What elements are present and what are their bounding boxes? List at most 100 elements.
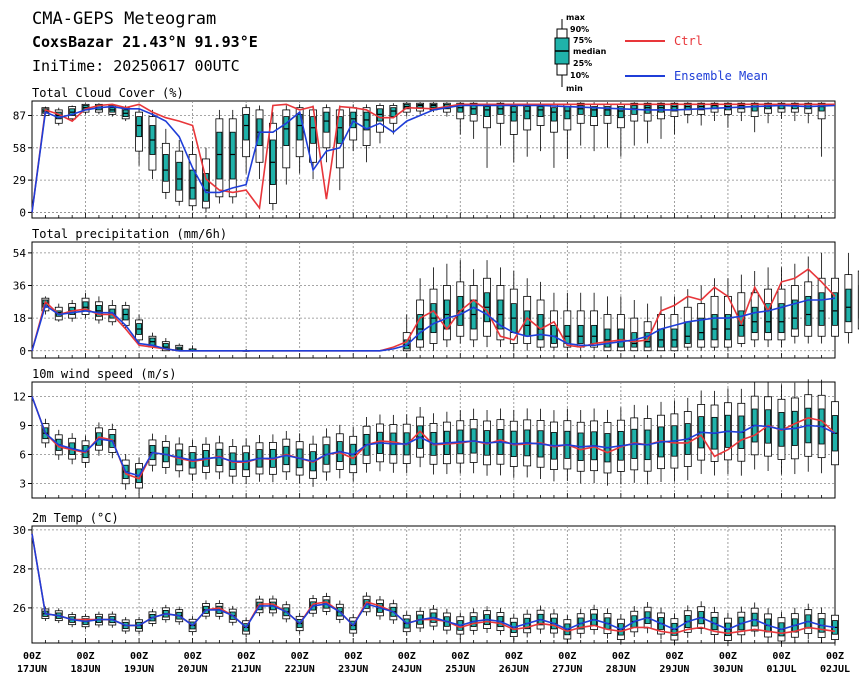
box-inner [564, 106, 571, 120]
box-inner [551, 107, 557, 122]
ensemble-box [362, 104, 371, 163]
box-inner [751, 103, 758, 112]
box-inner [216, 131, 223, 180]
ensemble-box [536, 102, 545, 152]
ensemble-box [576, 102, 585, 146]
ensemble-box [697, 102, 706, 126]
box-inner [162, 154, 169, 182]
box-inner [591, 106, 597, 117]
x-tick-date: 30JUN [713, 664, 743, 675]
ensemble-box [590, 102, 598, 152]
x-tick-date: 29JUN [659, 664, 689, 675]
ensemble-box [81, 292, 90, 319]
box-inner [363, 111, 370, 131]
ensemble-mean-line [31, 297, 836, 352]
x-tick-date: 20JUN [178, 664, 208, 675]
panel-title: 10m wind speed (m/s) [32, 367, 177, 381]
ensemble-box [710, 278, 719, 351]
ensemble-box [643, 303, 652, 352]
box-inner [390, 107, 397, 118]
ensemble-box [523, 102, 532, 157]
ensemble-box [242, 104, 251, 174]
box-inner [323, 111, 330, 133]
x-tick-date: 02JUL [820, 664, 850, 675]
box-inner [336, 116, 343, 144]
box-inner [711, 314, 718, 341]
ensemble-box [483, 102, 491, 168]
box-inner [604, 106, 611, 116]
legend-label-p75: 75% [573, 36, 592, 45]
ensemble-box [496, 267, 505, 348]
x-tick-hour: 00Z [451, 651, 469, 662]
ensemble-box [188, 345, 197, 352]
ensemble-box [616, 102, 625, 157]
box-inner [497, 105, 504, 115]
ensemble-box [603, 296, 612, 352]
y-tick-label: 26 [13, 602, 26, 615]
ensemble-box [536, 281, 545, 351]
x-tick-date: 28JUN [606, 664, 636, 675]
x-tick-date: 24JUN [392, 664, 422, 675]
box-inner [229, 131, 236, 180]
ensemble-box [175, 343, 184, 352]
y-tick-label: 0 [19, 206, 26, 219]
box-inner [551, 324, 557, 344]
x-tick-hour: 00Z [130, 651, 148, 662]
ensemble-box [683, 102, 692, 124]
x-tick-date: 25JUN [445, 664, 475, 675]
x-tick-date: 22JUN [285, 664, 315, 675]
x-tick-hour: 00Z [184, 651, 202, 662]
box-inner [845, 288, 852, 323]
y-tick-label: 18 [13, 312, 26, 325]
x-tick-hour: 00Z [23, 651, 41, 662]
line-legend: Ctrl Ensemble Mean [625, 34, 768, 83]
box-inner [577, 105, 584, 115]
ensemble-box [643, 102, 652, 144]
ensemble-box [496, 102, 505, 146]
location-label: CoxsBazar 21.43°N 91.93°E [32, 33, 258, 51]
box-plot-legend: max 90% 75% median 25% 10% min [554, 13, 607, 93]
ctrl-line [31, 268, 836, 352]
box-inner [591, 324, 597, 344]
legend-ctrl-label: Ctrl [674, 34, 703, 48]
ensemble-box [697, 285, 706, 351]
box-inner [537, 106, 544, 117]
box-inner [604, 328, 611, 348]
y-tick-label: 54 [13, 247, 27, 260]
ensemble-box [764, 267, 772, 348]
box-inner [283, 116, 290, 146]
panel-precip: Total precipitation (mm/6h) 0 18 36 54 [13, 227, 859, 359]
box-inner [350, 111, 357, 129]
ensemble-box [95, 296, 103, 324]
y-tick-label: 9 [19, 420, 26, 433]
ensemble-box [135, 314, 143, 344]
box-inner [189, 169, 196, 200]
ensemble-box [349, 104, 358, 152]
legend-label-p10: 10% [570, 71, 589, 80]
ensemble-box [202, 147, 210, 213]
ensemble-box [563, 102, 572, 159]
panel-title: Total precipitation (mm/6h) [32, 227, 227, 241]
ensemble-box [161, 128, 170, 200]
box-inner [310, 116, 316, 144]
ensemble-box [737, 274, 746, 348]
ensemble-box [590, 292, 598, 351]
y-tick-label: 0 [19, 345, 26, 358]
y-tick-label: 30 [13, 524, 26, 537]
ensemble-mean-line [31, 396, 836, 477]
box-inner [484, 106, 490, 117]
ensemble-box [804, 102, 813, 124]
ensemble-box [121, 301, 130, 329]
x-tick-hour: 00Z [398, 651, 416, 662]
y-tick-label: 28 [13, 563, 26, 576]
ensemble-box [456, 260, 465, 344]
ensemble-box [817, 252, 826, 344]
box-inner [818, 292, 825, 326]
box-inner [684, 321, 691, 344]
x-tick-hour: 00Z [237, 651, 255, 662]
x-tick-date: 23JUN [338, 664, 368, 675]
legend-label-p25: 25% [573, 59, 592, 68]
x-tick-date: 26JUN [499, 664, 529, 675]
box-inner [176, 161, 183, 191]
y-tick-label: 6 [19, 449, 26, 462]
